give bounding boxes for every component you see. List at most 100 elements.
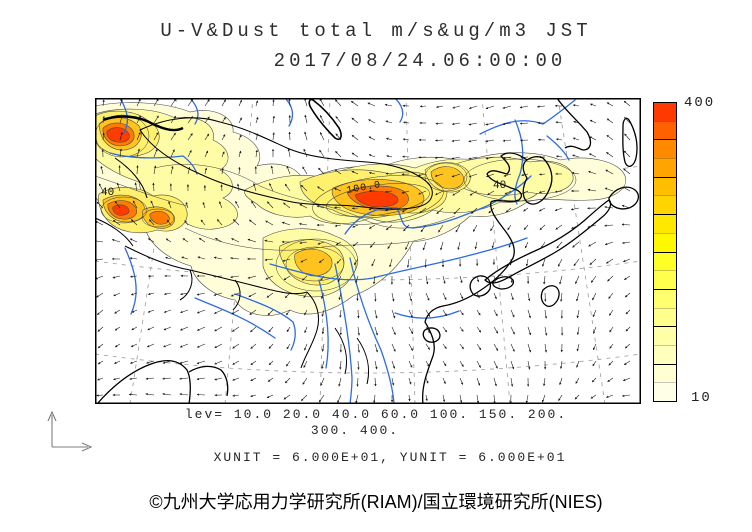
wind-arrow	[136, 165, 139, 175]
wind-arrow	[490, 224, 495, 232]
wind-arrow	[355, 275, 359, 284]
wind-arrow	[442, 326, 448, 333]
wind-arrow	[425, 394, 428, 402]
wind-arrow	[146, 360, 155, 364]
wind-arrow	[147, 256, 155, 260]
wind-arrow	[187, 98, 194, 107]
wind-arrow	[300, 258, 308, 263]
axis-arrows	[47, 410, 93, 452]
wind-arrow	[487, 190, 495, 196]
wind-arrow	[401, 190, 410, 194]
wind-arrow	[588, 153, 597, 158]
wind-arrow	[527, 343, 532, 353]
wind-arrow	[408, 292, 413, 302]
wind-arrow	[435, 190, 444, 196]
wind-arrow	[288, 131, 291, 141]
wind-arrow	[232, 360, 240, 365]
wind-arrow	[572, 104, 580, 107]
wind-vector-field	[95, 98, 631, 404]
wind-arrow	[391, 292, 395, 302]
wind-arrow	[425, 309, 431, 317]
wind-arrow	[442, 292, 447, 301]
wind-arrow	[148, 219, 155, 226]
wind-arrow	[604, 224, 614, 227]
wind-arrow	[170, 132, 176, 141]
wind-arrow	[319, 149, 325, 158]
wind-arrow	[196, 309, 206, 314]
wind-arrow	[153, 165, 157, 175]
wind-arrow	[286, 165, 291, 175]
colorbar-segment	[654, 158, 676, 177]
wind-arrow	[129, 257, 138, 260]
wind-arrow	[184, 220, 189, 226]
chart-datetime: 2017/08/24.06:00:00	[0, 50, 752, 72]
colorbar-min-label: 10	[691, 390, 712, 406]
wind-arrow	[170, 149, 175, 158]
wind-arrow	[609, 343, 614, 349]
wind-arrow	[320, 377, 325, 386]
wind-arrow	[145, 392, 155, 396]
range-tien-shan	[102, 115, 184, 132]
wind-arrow	[97, 343, 104, 349]
wind-arrow	[576, 309, 580, 319]
wind-arrow	[373, 394, 376, 404]
wind-arrow	[181, 256, 189, 260]
wind-arrow	[593, 326, 597, 334]
wind-arrow	[405, 241, 410, 250]
wind-arrow	[267, 309, 274, 316]
border-indochina2	[356, 337, 370, 385]
wind-arrow	[622, 258, 631, 263]
wind-arrow	[425, 326, 431, 334]
wind-arrow	[214, 343, 223, 349]
wind-arrow	[221, 116, 226, 124]
wind-arrow	[476, 394, 480, 404]
wind-arrow	[131, 326, 138, 331]
wind-arrow	[440, 241, 444, 251]
chart-datetime-text: 2017/08/24.06:00:00	[273, 50, 567, 72]
wind-arrow	[336, 258, 342, 264]
wind-arrow	[170, 166, 174, 175]
wind-arrow	[556, 241, 563, 249]
wind-arrow	[98, 183, 104, 192]
wind-arrow	[283, 394, 291, 400]
wind-arrow	[559, 360, 563, 369]
wind-arrow	[451, 156, 461, 160]
wind-arrow	[236, 183, 240, 192]
wind-arrow	[145, 377, 155, 380]
wind-arrow	[230, 292, 240, 297]
wind-arrow	[213, 256, 223, 260]
wind-arrow	[385, 190, 393, 193]
wind-arrow	[318, 258, 325, 263]
wind-arrow	[250, 343, 257, 349]
wind-arrow	[476, 326, 482, 333]
wind-arrow	[457, 241, 461, 250]
border-nepal	[179, 269, 193, 301]
wind-arrow	[130, 292, 138, 296]
wind-arrow	[337, 394, 342, 404]
wind-arrow	[590, 275, 597, 283]
wind-arrow	[321, 360, 325, 370]
wind-arrow	[425, 377, 429, 384]
wind-arrow	[179, 343, 189, 348]
wind-arrow	[408, 309, 413, 318]
wind-arrow	[249, 219, 257, 226]
wind-arrow	[571, 224, 580, 229]
wind-arrow	[130, 219, 138, 226]
wind-arrow	[196, 393, 206, 396]
wind-arrow	[459, 343, 464, 350]
wind-arrow	[136, 131, 141, 141]
wind-arrow	[96, 201, 104, 209]
wind-arrow	[604, 205, 614, 209]
wind-arrow	[170, 98, 177, 107]
wind-arrow	[606, 152, 614, 158]
wind-arrow	[264, 258, 274, 262]
wind-arrow	[408, 343, 413, 351]
island-japan-hokkaido	[608, 186, 640, 210]
wind-arrow	[97, 326, 104, 332]
wind-arrow	[136, 115, 141, 124]
wind-arrow	[374, 343, 378, 353]
wind-arrow	[554, 190, 563, 193]
wind-arrow	[180, 292, 189, 296]
wind-arrow	[391, 343, 396, 352]
wind-arrow	[386, 155, 393, 158]
